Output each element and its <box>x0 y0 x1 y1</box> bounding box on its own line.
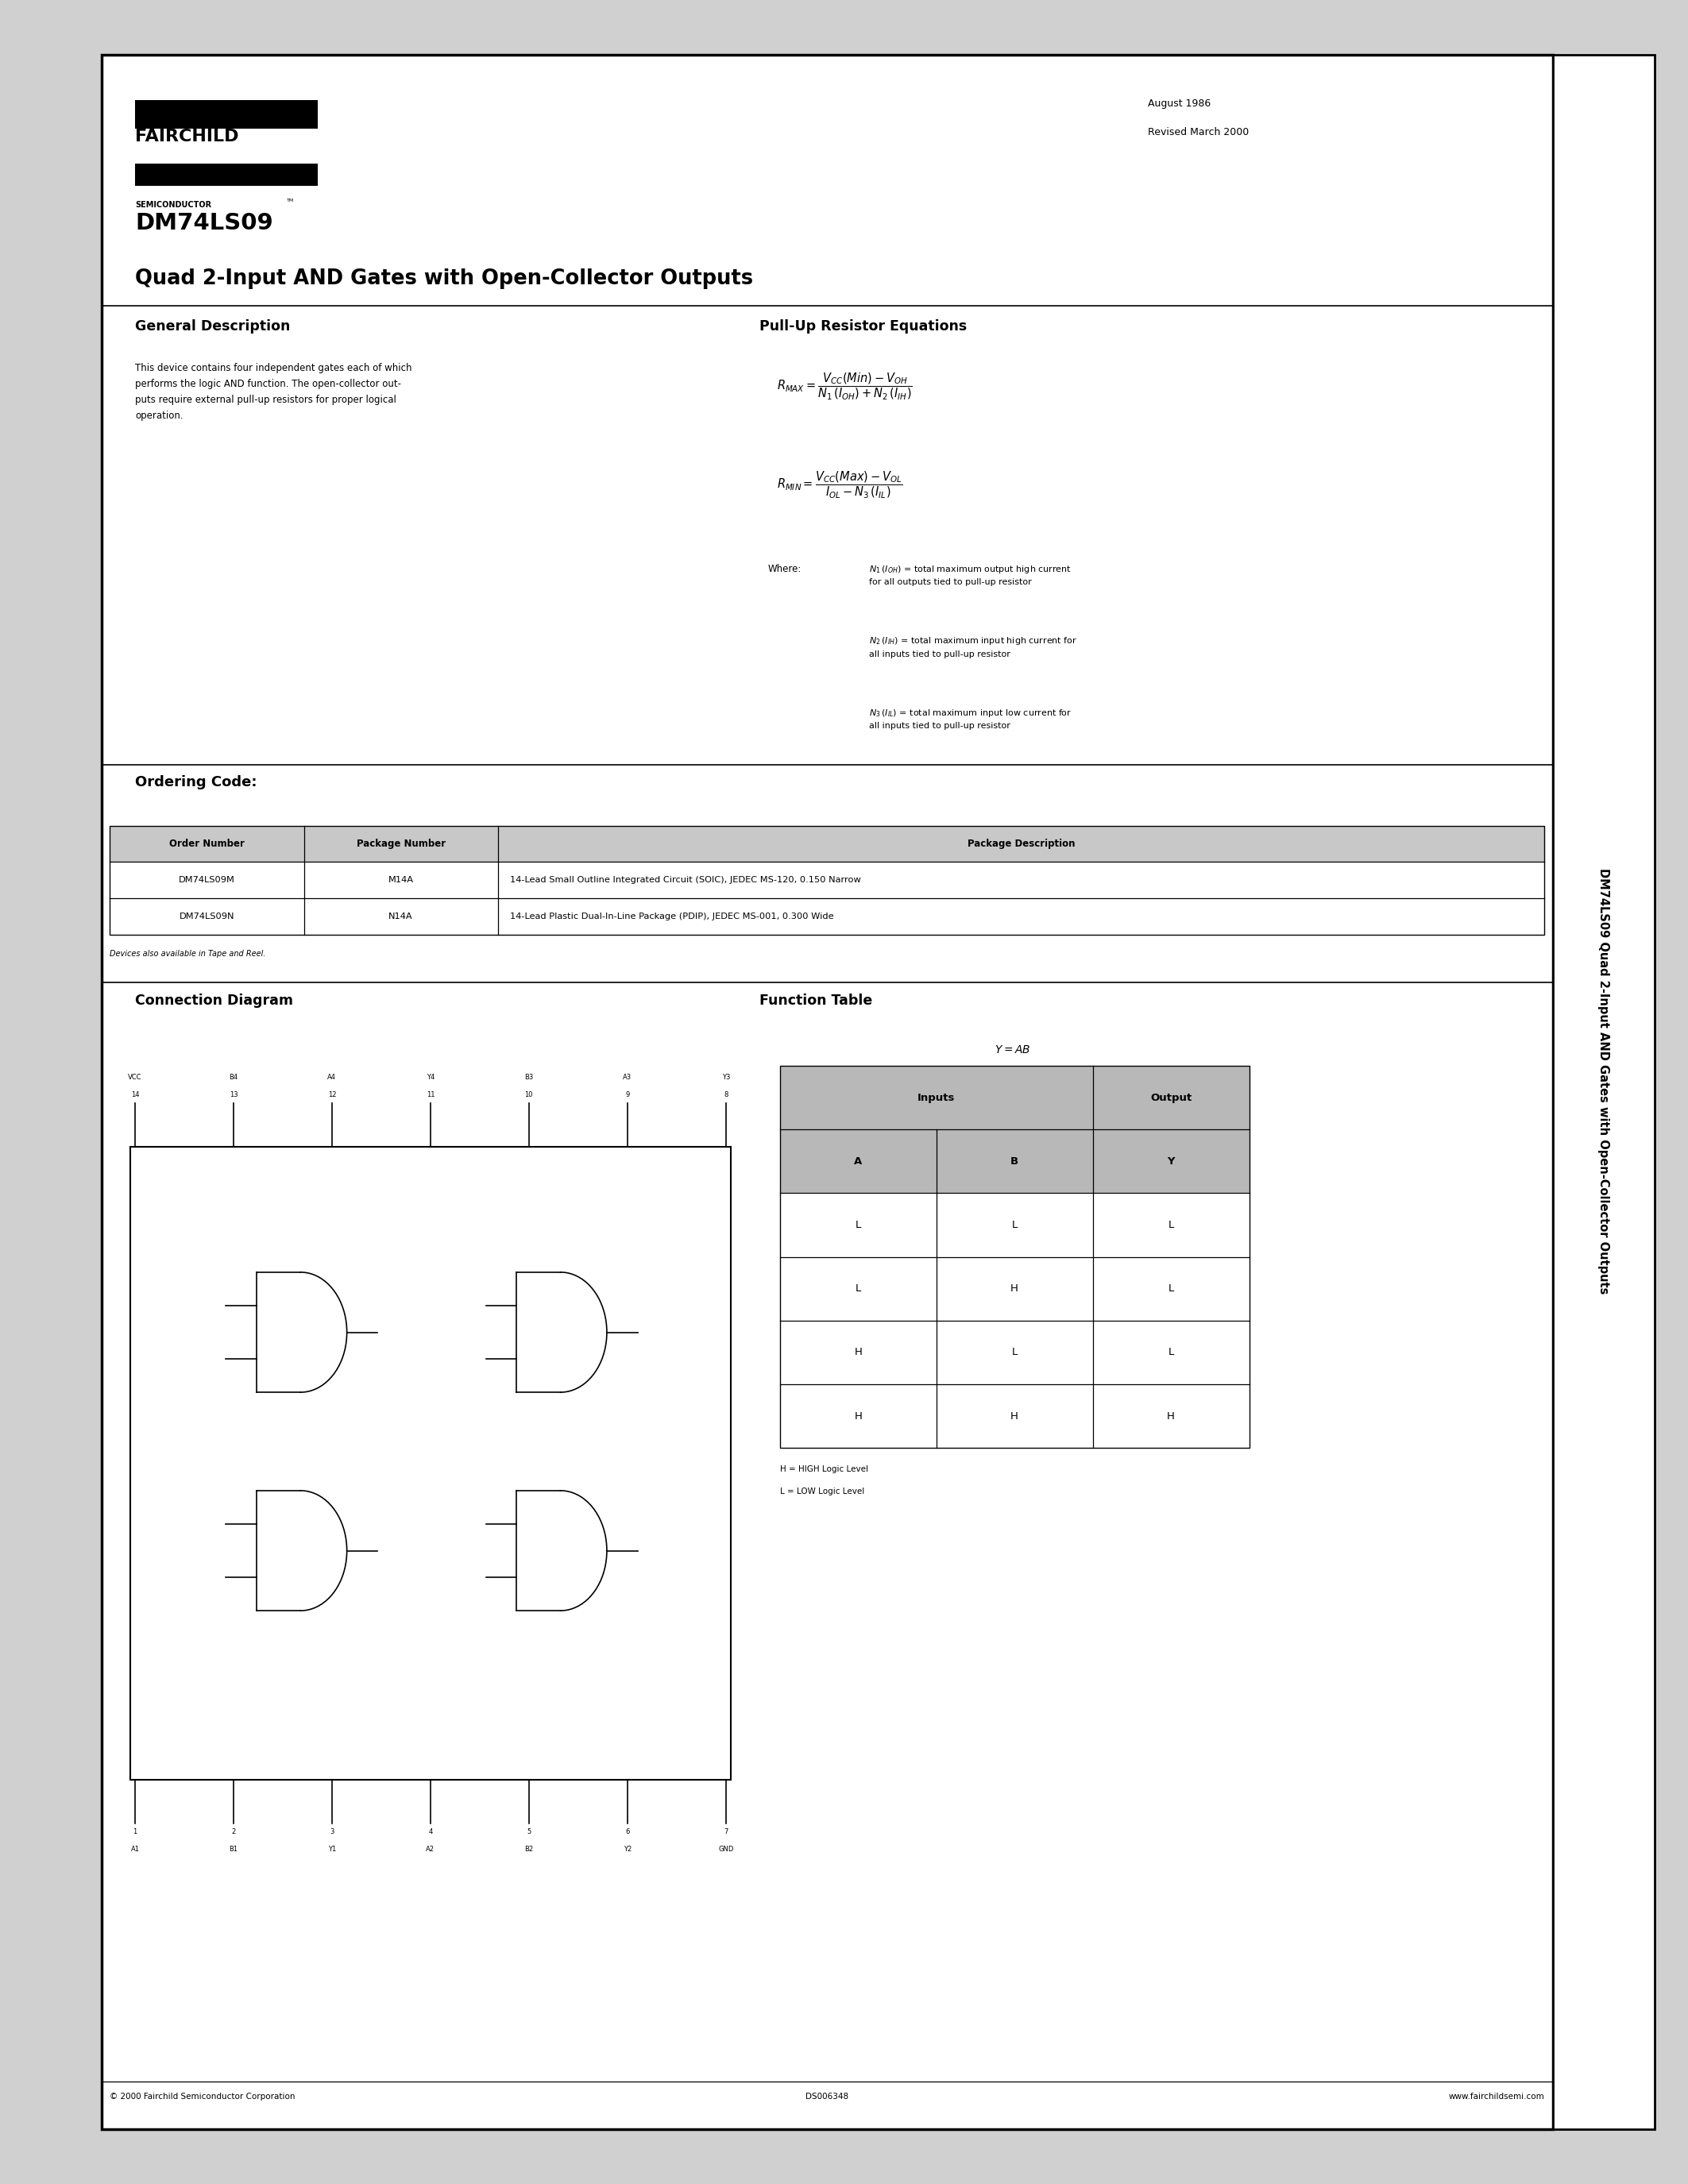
Text: H: H <box>854 1348 863 1358</box>
Bar <box>101 55 1553 2129</box>
Text: Quad 2-Input AND Gates with Open-Collector Outputs: Quad 2-Input AND Gates with Open-Collect… <box>135 269 753 288</box>
Text: 12: 12 <box>327 1092 336 1099</box>
Text: L: L <box>1011 1221 1018 1230</box>
Text: GND: GND <box>717 1845 734 1852</box>
Bar <box>1553 55 1654 2129</box>
Text: 4: 4 <box>429 1828 432 1835</box>
Bar <box>780 1066 1249 1129</box>
Text: 14: 14 <box>132 1092 138 1099</box>
Text: 10: 10 <box>525 1092 533 1099</box>
Text: DM74LS09N: DM74LS09N <box>179 913 235 919</box>
Text: L: L <box>1168 1284 1173 1293</box>
Text: Y: Y <box>1166 1155 1175 1166</box>
Text: Package Description: Package Description <box>967 839 1075 850</box>
Text: M14A: M14A <box>388 876 414 885</box>
Bar <box>135 164 317 186</box>
Text: Pull-Up Resistor Equations: Pull-Up Resistor Equations <box>760 319 967 334</box>
Text: L: L <box>1168 1221 1173 1230</box>
Text: VCC: VCC <box>128 1075 142 1081</box>
Text: 2: 2 <box>231 1828 236 1835</box>
Text: L: L <box>856 1221 861 1230</box>
Text: Output: Output <box>1150 1092 1192 1103</box>
Text: B2: B2 <box>525 1845 533 1852</box>
Text: L: L <box>1011 1348 1018 1358</box>
Text: $Y = AB$: $Y = AB$ <box>994 1044 1031 1055</box>
Text: B3: B3 <box>525 1075 533 1081</box>
Text: 14-Lead Small Outline Integrated Circuit (SOIC), JEDEC MS-120, 0.150 Narrow: 14-Lead Small Outline Integrated Circuit… <box>510 876 861 885</box>
Text: Ordering Code:: Ordering Code: <box>135 775 257 791</box>
Bar <box>780 1129 1249 1192</box>
Text: $N_3\,(I_{IL})$ = total maximum input low current for
all inputs tied to pull-up: $N_3\,(I_{IL})$ = total maximum input lo… <box>869 708 1072 729</box>
Text: H: H <box>1011 1284 1018 1293</box>
Text: H: H <box>1166 1411 1175 1422</box>
Text: 3: 3 <box>329 1828 334 1835</box>
Text: A3: A3 <box>623 1075 631 1081</box>
Text: Y2: Y2 <box>623 1845 631 1852</box>
Text: 14-Lead Plastic Dual-In-Line Package (PDIP), JEDEC MS-001, 0.300 Wide: 14-Lead Plastic Dual-In-Line Package (PD… <box>510 913 834 919</box>
Text: A: A <box>854 1155 863 1166</box>
Text: DM74LS09: DM74LS09 <box>135 212 273 234</box>
Text: A1: A1 <box>130 1845 140 1852</box>
Text: TM: TM <box>287 199 294 203</box>
Text: 11: 11 <box>427 1092 434 1099</box>
Text: Connection Diagram: Connection Diagram <box>135 994 294 1009</box>
Bar <box>780 1066 1249 1448</box>
Text: DS006348: DS006348 <box>805 2092 849 2101</box>
Text: B4: B4 <box>230 1075 238 1081</box>
Bar <box>135 100 317 129</box>
Text: Y1: Y1 <box>327 1845 336 1852</box>
Text: 1: 1 <box>133 1828 137 1835</box>
Text: DM74LS09M: DM74LS09M <box>179 876 235 885</box>
Text: Package Number: Package Number <box>356 839 446 850</box>
Text: Order Number: Order Number <box>169 839 245 850</box>
Text: 13: 13 <box>230 1092 238 1099</box>
Text: N14A: N14A <box>388 913 414 919</box>
Text: Devices also available in Tape and Reel.: Devices also available in Tape and Reel. <box>110 950 265 959</box>
Text: H: H <box>1011 1411 1018 1422</box>
Bar <box>130 1147 731 1780</box>
Text: $N_2\,(I_{IH})$ = total maximum input high current for
all inputs tied to pull-u: $N_2\,(I_{IH})$ = total maximum input hi… <box>869 636 1077 657</box>
Text: 7: 7 <box>724 1828 728 1835</box>
Text: 8: 8 <box>724 1092 728 1099</box>
Text: $R_{MAX} = \dfrac{V_{CC}(Min) - V_{OH}}{N_1\,(I_{OH}) + N_2\,(I_{IH})}$: $R_{MAX} = \dfrac{V_{CC}(Min) - V_{OH}}{… <box>776 371 912 402</box>
Text: General Description: General Description <box>135 319 290 334</box>
Text: © 2000 Fairchild Semiconductor Corporation: © 2000 Fairchild Semiconductor Corporati… <box>110 2092 295 2101</box>
Text: Function Table: Function Table <box>760 994 873 1009</box>
Text: DM74LS09 Quad 2-Input AND Gates with Open-Collector Outputs: DM74LS09 Quad 2-Input AND Gates with Ope… <box>1597 867 1610 1295</box>
Text: This device contains four independent gates each of which
performs the logic AND: This device contains four independent ga… <box>135 363 412 422</box>
Text: Revised March 2000: Revised March 2000 <box>1148 127 1249 138</box>
Bar <box>110 826 1545 863</box>
Text: A2: A2 <box>425 1845 436 1852</box>
Text: H: H <box>854 1411 863 1422</box>
Text: www.fairchildsemi.com: www.fairchildsemi.com <box>1448 2092 1545 2101</box>
Text: Y4: Y4 <box>427 1075 434 1081</box>
Text: L = LOW Logic Level: L = LOW Logic Level <box>780 1487 864 1496</box>
Text: $N_1\,(I_{OH})$ = total maximum output high current
for all outputs tied to pull: $N_1\,(I_{OH})$ = total maximum output h… <box>869 563 1072 585</box>
Text: FAIRCHILD: FAIRCHILD <box>135 129 238 144</box>
Text: A4: A4 <box>327 1075 336 1081</box>
Text: Where:: Where: <box>768 563 802 574</box>
Text: 5: 5 <box>527 1828 532 1835</box>
Text: Y3: Y3 <box>722 1075 729 1081</box>
Bar <box>110 826 1545 935</box>
Text: L: L <box>1168 1348 1173 1358</box>
Text: 9: 9 <box>625 1092 630 1099</box>
Text: Inputs: Inputs <box>918 1092 955 1103</box>
Text: SEMICONDUCTOR: SEMICONDUCTOR <box>135 201 211 210</box>
Text: H = HIGH Logic Level: H = HIGH Logic Level <box>780 1465 868 1474</box>
Text: August 1986: August 1986 <box>1148 98 1210 109</box>
Text: 6: 6 <box>625 1828 630 1835</box>
Text: B: B <box>1011 1155 1018 1166</box>
Text: L: L <box>856 1284 861 1293</box>
Text: B1: B1 <box>230 1845 238 1852</box>
Text: $R_{MIN} = \dfrac{V_{CC}(Max) - V_{OL}}{I_{OL} - N_3\,(I_{IL})}$: $R_{MIN} = \dfrac{V_{CC}(Max) - V_{OL}}{… <box>776 470 903 500</box>
